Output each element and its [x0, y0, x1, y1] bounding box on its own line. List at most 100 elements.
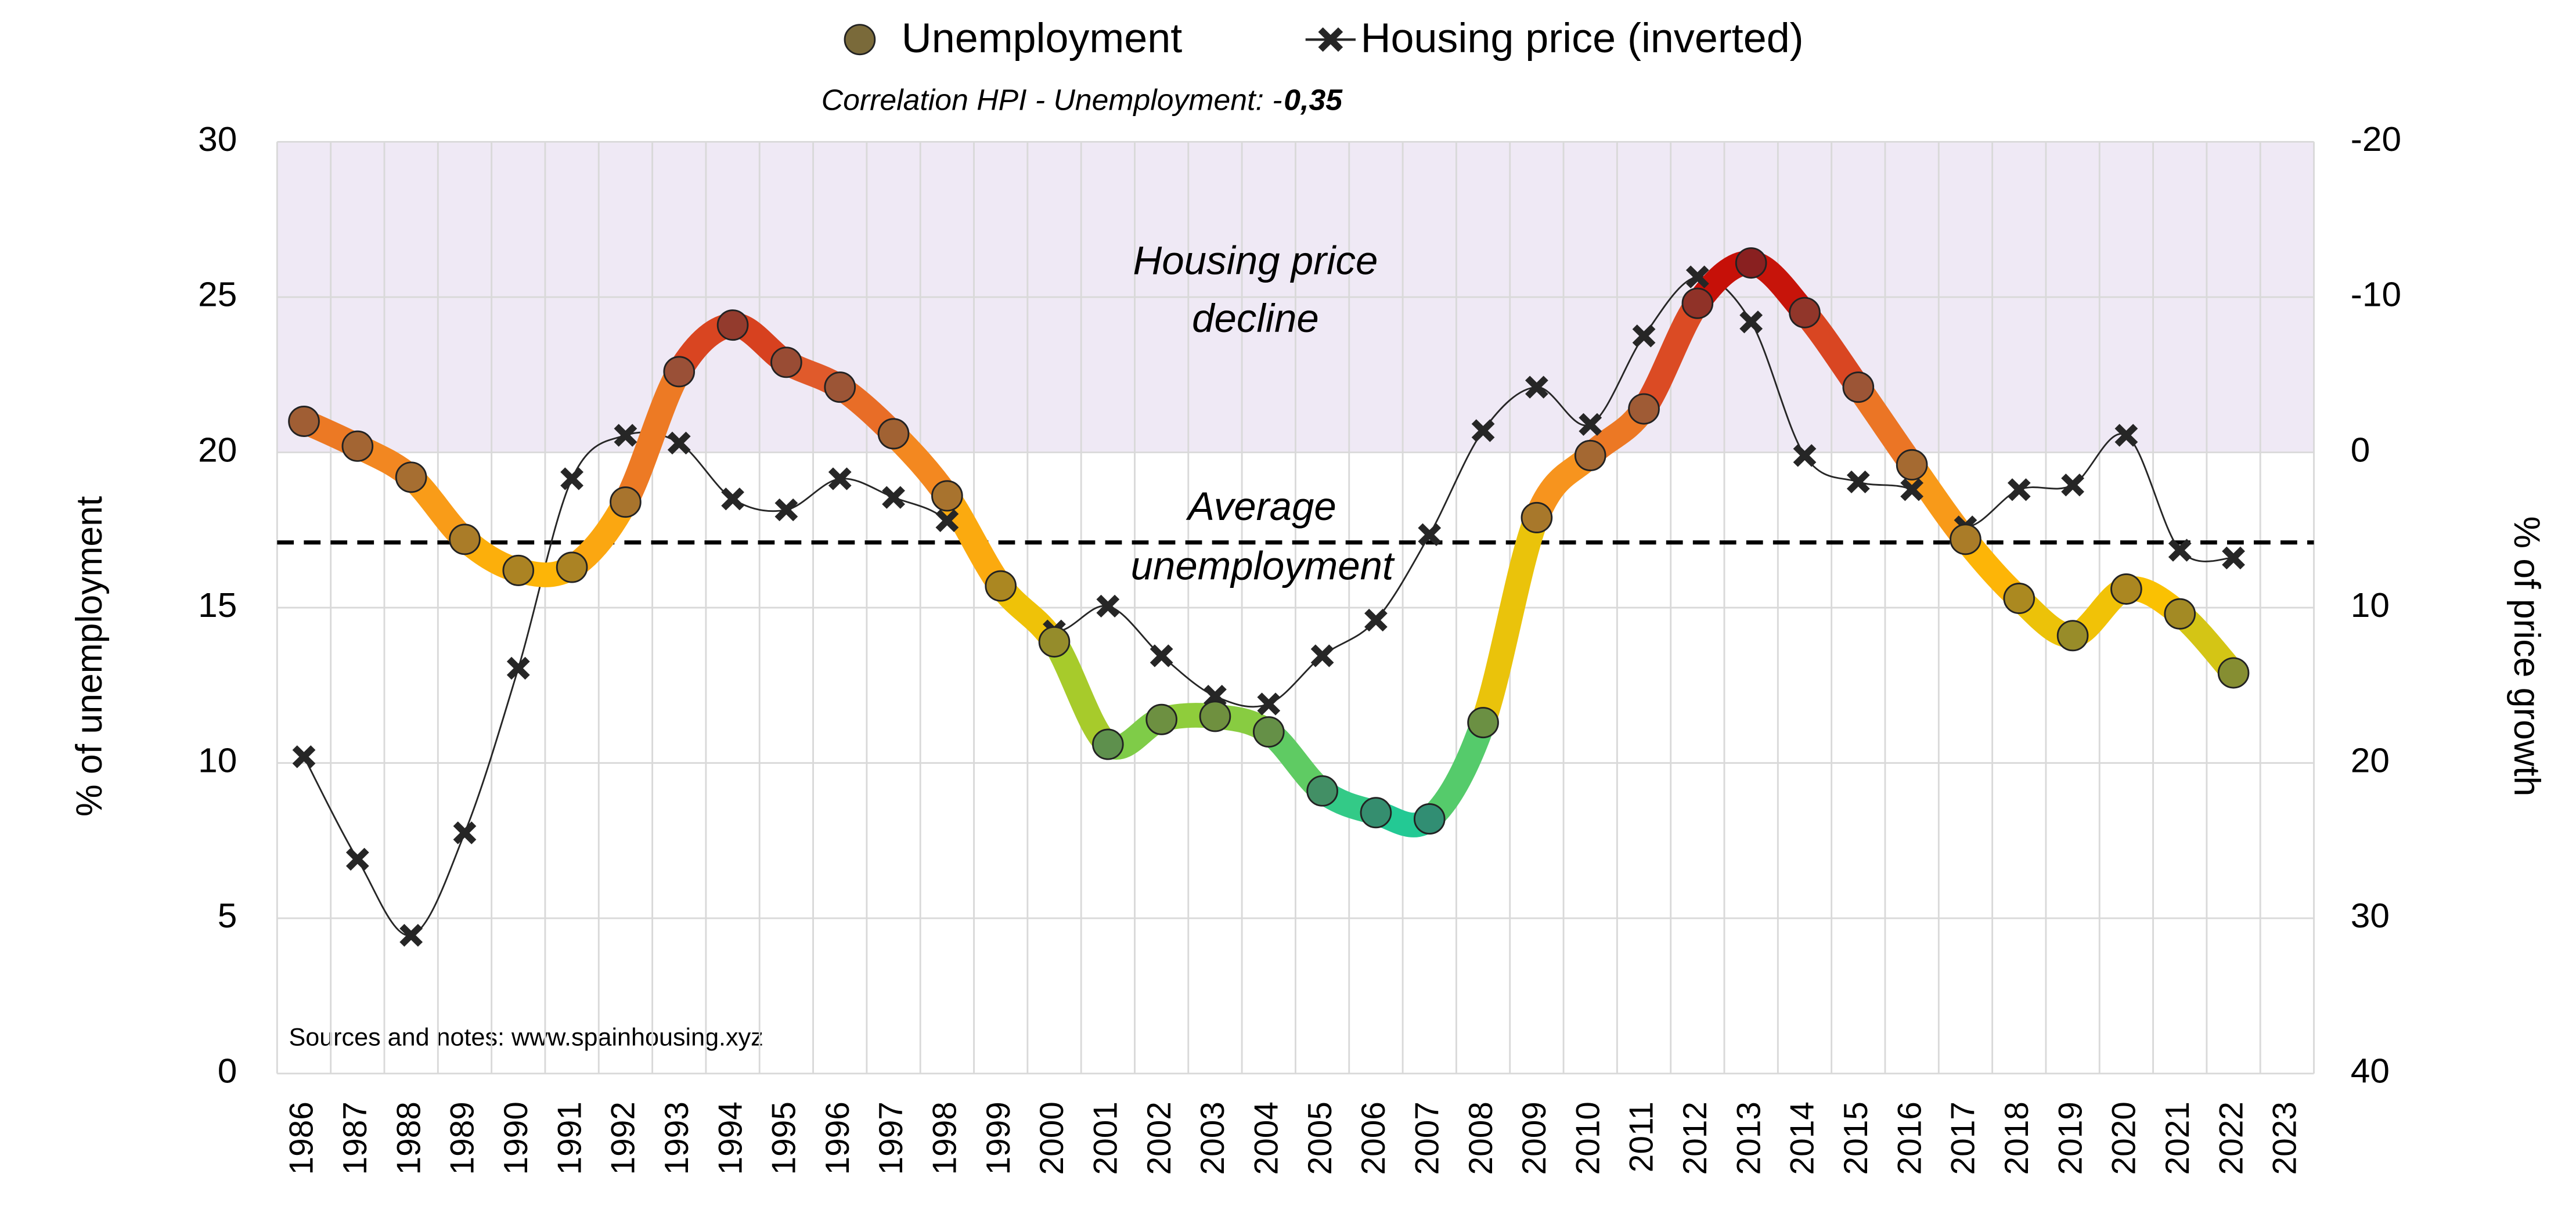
- x-tick-label: 2005: [1301, 1102, 1338, 1175]
- housing-marker: [1150, 644, 1173, 667]
- x-tick-label: 1997: [873, 1102, 910, 1175]
- x-tick-label: 2013: [1730, 1102, 1767, 1175]
- unemployment-marker: [341, 430, 374, 462]
- shade-label: decline: [1192, 296, 1319, 341]
- x-tick-label: 1993: [658, 1102, 696, 1175]
- housing-marker: [1310, 644, 1334, 667]
- unemployment-marker: [449, 523, 481, 555]
- unemployment-marker: [1413, 803, 1446, 835]
- x-tick-label: 1989: [444, 1102, 481, 1175]
- y2-tick-label: 30: [2351, 896, 2390, 935]
- source-note: Sources and notes: www.spainhousing.xyz: [289, 1024, 763, 1052]
- unemployment-marker: [1521, 501, 1553, 533]
- unemployment-line-segment: [1470, 505, 1550, 735]
- unemployment-marker: [1735, 247, 1767, 279]
- x-tick-label: 2018: [1998, 1102, 2035, 1175]
- housing-marker: [292, 745, 316, 768]
- y-tick-label: 15: [198, 586, 237, 624]
- unemployment-marker: [716, 309, 749, 341]
- housing-marker: [1846, 470, 1870, 493]
- x-tick-label: 2011: [1623, 1102, 1660, 1172]
- housing-marker: [1632, 324, 1656, 348]
- unemployment-marker: [395, 461, 427, 493]
- shade-label: Housing price: [1133, 239, 1378, 283]
- housing-marker: [774, 498, 798, 522]
- unemployment-marker: [931, 480, 963, 512]
- x-tick-label: 2003: [1194, 1102, 1231, 1175]
- y-tick-label: 20: [198, 431, 237, 470]
- unemployment-marker: [2164, 598, 2196, 630]
- housing-marker: [2114, 424, 2138, 447]
- unemployment-marker: [824, 371, 856, 403]
- y-axis-label: % of unemployment: [69, 496, 110, 817]
- x-tick-label: 2006: [1355, 1102, 1392, 1175]
- subtitle-value: 0,35: [1284, 83, 1343, 117]
- unemployment-marker: [1681, 287, 1714, 319]
- unemployment-marker: [1628, 393, 1660, 425]
- x-tick-label: 2008: [1462, 1102, 1499, 1175]
- housing-marker: [2007, 478, 2031, 501]
- housing-marker: [935, 509, 959, 532]
- x-tick-label: 1991: [551, 1102, 588, 1175]
- x-tick-label: 2017: [1944, 1102, 1981, 1175]
- unemployment-marker: [2110, 573, 2142, 605]
- unemployment-marker: [2003, 583, 2035, 615]
- housing-marker: [1364, 608, 1388, 632]
- y2-tick-label: 20: [2351, 741, 2390, 780]
- unemployment-marker: [1145, 703, 1177, 735]
- unemployment-marker: [1950, 523, 1981, 555]
- unemployment-marker: [502, 554, 535, 586]
- housing-marker: [399, 924, 423, 947]
- x-tick-label: 2014: [1784, 1102, 1821, 1175]
- unemployment-marker: [770, 346, 802, 378]
- unemployment-marker: [1038, 626, 1071, 658]
- average-label: Average: [1186, 484, 1336, 529]
- unemployment-marker: [1896, 449, 1928, 481]
- housing-marker: [1257, 692, 1281, 716]
- y2-tick-label: 0: [2351, 431, 2370, 470]
- housing-marker: [1739, 310, 1763, 334]
- unemployment-marker: [610, 486, 642, 518]
- housing-marker: [721, 487, 744, 511]
- x-tick-label: 2016: [1891, 1102, 1928, 1175]
- housing-marker: [1525, 375, 1548, 399]
- y-tick-label: 30: [198, 120, 237, 158]
- x-tick-label: 1987: [337, 1102, 374, 1175]
- housing-marker: [1096, 594, 1120, 618]
- x-tick-label: 2021: [2159, 1102, 2196, 1175]
- x-tick-label: 1990: [498, 1102, 535, 1175]
- unemployment-marker: [1306, 775, 1338, 807]
- x-tick-label: 1998: [926, 1102, 963, 1175]
- housing-marker: [1579, 413, 1602, 436]
- average-label: unemployment: [1131, 544, 1396, 588]
- unemployment-marker: [1360, 797, 1392, 829]
- unemployment-marker: [663, 356, 696, 388]
- unemployment-marker: [1574, 439, 1606, 471]
- housing-marker: [1471, 419, 1495, 442]
- x-tick-label: 2001: [1087, 1102, 1124, 1175]
- unemployment-marker: [877, 418, 910, 450]
- unemployment-marker: [1091, 728, 1124, 760]
- housing-marker: [1685, 265, 1709, 288]
- x-tick-label: 1986: [283, 1102, 320, 1175]
- y2-tick-label: 40: [2351, 1052, 2390, 1090]
- unemployment-marker: [1789, 297, 1821, 328]
- y2-axis-label: % of price growth: [2506, 516, 2547, 796]
- x-tick-label: 1988: [390, 1102, 427, 1175]
- x-tick-label: 1999: [980, 1102, 1017, 1175]
- housing-marker: [560, 467, 583, 490]
- unemployment-marker: [1467, 707, 1499, 739]
- x-tick-label: 1996: [819, 1102, 856, 1175]
- y2-tick-label: 10: [2351, 586, 2390, 624]
- x-tick-label: 2004: [1248, 1102, 1285, 1175]
- legend-label: Unemployment: [902, 15, 1183, 62]
- housing-marker: [1793, 444, 1817, 467]
- legend-marker: [1318, 27, 1343, 52]
- x-tick-label: 1992: [604, 1102, 642, 1175]
- housing-marker: [614, 424, 637, 447]
- housing-marker: [1900, 478, 1924, 501]
- unemployment-marker: [2217, 657, 2250, 689]
- unemployment-marker: [1842, 371, 1875, 403]
